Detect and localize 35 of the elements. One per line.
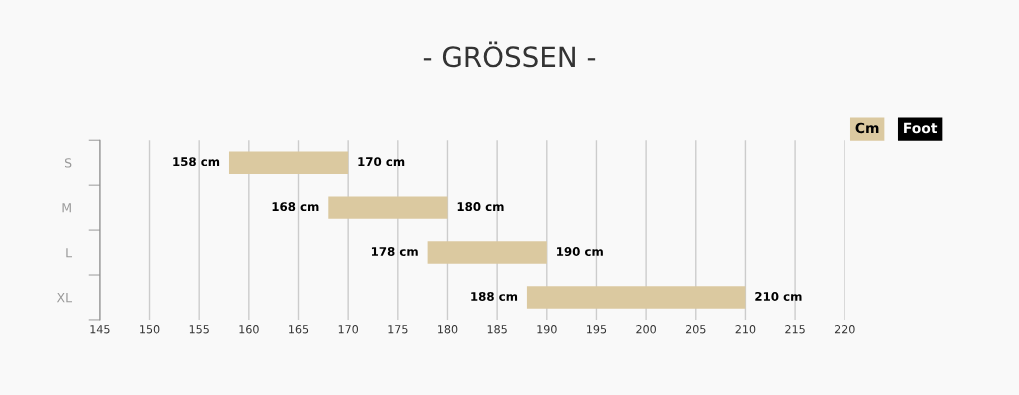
chart-title: - GRÖSSEN - xyxy=(423,41,596,68)
y-tick-label: M xyxy=(62,203,71,213)
x-tick-label: 195 xyxy=(587,325,607,334)
x-tick-label: 210 xyxy=(735,325,756,334)
bar xyxy=(427,241,547,264)
annotation: 168 cm xyxy=(272,202,319,212)
x-tick-label: 180 xyxy=(438,325,458,334)
x-tick-label: 175 xyxy=(388,325,408,334)
annotation: 178 cm xyxy=(371,247,418,256)
x-tick-label: 150 xyxy=(140,325,160,334)
x-tick-label: 155 xyxy=(189,325,209,334)
annotation: 158 cm xyxy=(173,157,220,167)
annotation: 170 cm xyxy=(358,157,405,167)
text: Cm xyxy=(855,122,879,134)
x-tick-label: 185 xyxy=(487,325,507,334)
annotation: 188 cm xyxy=(471,291,518,301)
x-tick-label: 220 xyxy=(834,325,855,334)
x-tick-label: 215 xyxy=(785,325,805,334)
text: Foot xyxy=(904,122,938,134)
x-tick-label: 205 xyxy=(685,325,706,334)
bar xyxy=(328,196,448,219)
y-tick-label: XL xyxy=(56,293,73,303)
annotation: 190 cm xyxy=(557,247,603,256)
y-tick-label: S xyxy=(64,158,72,168)
x-tick-label: 170 xyxy=(338,325,359,334)
bar xyxy=(526,286,746,309)
x-tick-label: 165 xyxy=(289,325,309,334)
x-tick-label: 145 xyxy=(90,325,110,334)
annotation: 180 cm xyxy=(457,202,504,212)
x-tick-label: 190 xyxy=(537,325,557,334)
y-tick-label: L xyxy=(66,248,73,258)
annotation: 210 cm xyxy=(755,291,802,301)
x-tick-label: 200 xyxy=(636,325,656,334)
bar xyxy=(228,151,349,174)
x-tick-label: 160 xyxy=(239,325,259,334)
